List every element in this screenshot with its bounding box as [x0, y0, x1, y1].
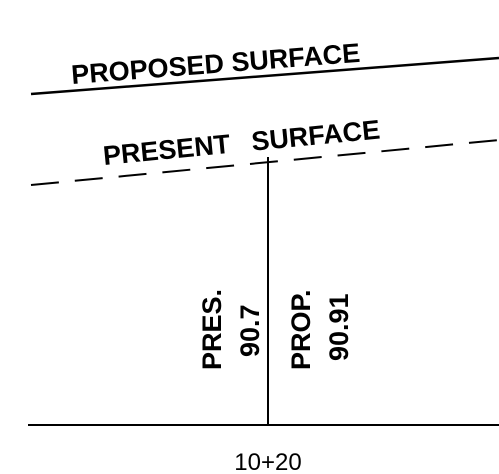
- proposed-surface-line: [30, 56, 499, 96]
- proposed-elevation-value: 90.91: [324, 293, 354, 361]
- proposed-surface-label: PROPOSED SURFACE: [70, 38, 361, 90]
- station-label: 10+20: [234, 449, 301, 474]
- present-surface-label: PRESENT SURFACE: [102, 114, 382, 171]
- present-surface-line: [30, 139, 499, 186]
- present-elevation-value: 90.7: [235, 304, 265, 357]
- present-elevation-group: PRES. 90.7: [197, 289, 265, 370]
- present-elevation-label: PRES.: [197, 289, 227, 370]
- proposed-elevation-group: PROP. 90.91: [286, 289, 354, 370]
- proposed-elevation-label: PROP.: [286, 289, 316, 370]
